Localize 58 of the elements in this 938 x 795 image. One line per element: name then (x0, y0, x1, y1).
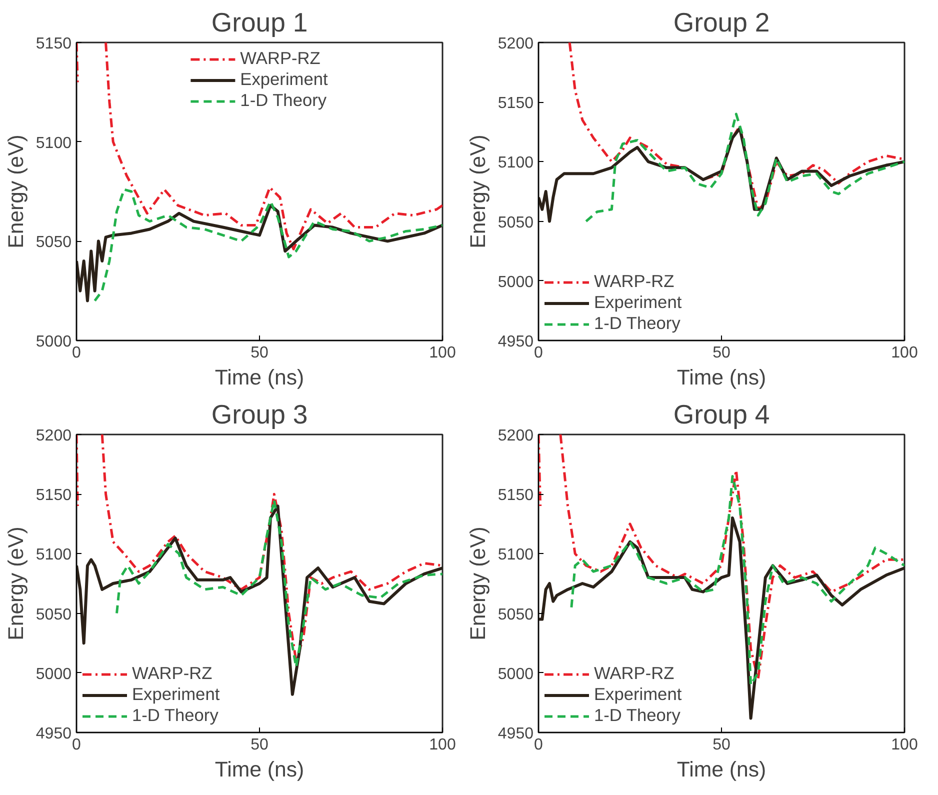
y-tick-label: 5200 (498, 428, 534, 444)
x-axis-title: Time (ns) (214, 366, 304, 390)
legend-label: WARP-RZ (594, 663, 674, 684)
y-tick-label: 4950 (36, 726, 72, 742)
x-tick-label: 50 (250, 736, 268, 754)
y-tick-label: 5100 (36, 546, 72, 564)
legend-label: WARP-RZ (132, 663, 212, 684)
y-tick-label: 5100 (36, 134, 72, 152)
y-tick-label: 5150 (36, 36, 72, 52)
y-axis-title: Energy (eV) (466, 526, 490, 640)
legend-label: Experiment (132, 684, 220, 705)
y-tick-label: 5100 (498, 546, 534, 564)
x-tick-label: 50 (712, 344, 730, 362)
y-axis-title: Energy (eV) (4, 526, 28, 640)
legend-label: Experiment (240, 69, 328, 90)
chart-title: Group 2 (673, 8, 770, 38)
y-tick-label: 5050 (498, 606, 534, 624)
legend-label: 1-D Theory (594, 705, 680, 726)
x-tick-label: 100 (891, 736, 918, 754)
legend-label: 1-D Theory (594, 313, 680, 334)
x-axis-title: Time (ns) (676, 366, 766, 390)
y-tick-label: 4950 (498, 726, 534, 742)
chart-title: Group 1 (211, 8, 308, 38)
chart-title: Group 4 (673, 400, 770, 430)
x-tick-label: 100 (429, 736, 456, 754)
x-tick-label: 50 (712, 736, 730, 754)
y-tick-label: 5150 (36, 487, 72, 504)
y-tick-label: 5150 (498, 487, 534, 504)
y-tick-label: 5100 (498, 154, 534, 172)
y-tick-label: 5000 (36, 666, 72, 683)
x-tick-label: 0 (72, 736, 82, 754)
x-axis-title: Time (ns) (676, 758, 766, 782)
legend-label: 1-D Theory (132, 705, 218, 726)
y-axis-title: Energy (eV) (4, 134, 28, 248)
legend-label: WARP-RZ (240, 48, 320, 69)
x-tick-label: 0 (534, 736, 544, 754)
legend-label: Experiment (594, 292, 682, 313)
x-tick-label: 50 (250, 344, 268, 362)
y-tick-label: 5150 (498, 95, 534, 112)
x-tick-label: 100 (429, 344, 456, 362)
chart-title: Group 3 (211, 400, 308, 430)
x-tick-label: 0 (72, 344, 82, 362)
y-tick-label: 5000 (498, 666, 534, 683)
y-tick-label: 5000 (498, 274, 534, 291)
y-tick-label: 5200 (498, 36, 534, 52)
y-axis-title: Energy (eV) (466, 134, 490, 248)
legend-label: WARP-RZ (594, 271, 674, 292)
y-tick-label: 5000 (36, 334, 72, 350)
y-tick-label: 5050 (498, 214, 534, 232)
y-tick-label: 5050 (36, 606, 72, 624)
x-tick-label: 100 (891, 344, 918, 362)
y-tick-label: 5200 (36, 428, 72, 444)
y-tick-label: 4950 (498, 334, 534, 350)
x-axis-title: Time (ns) (214, 758, 304, 782)
legend-label: Experiment (594, 684, 682, 705)
y-tick-label: 5050 (36, 234, 72, 252)
x-tick-label: 0 (534, 344, 544, 362)
legend-label: 1-D Theory (240, 90, 327, 111)
